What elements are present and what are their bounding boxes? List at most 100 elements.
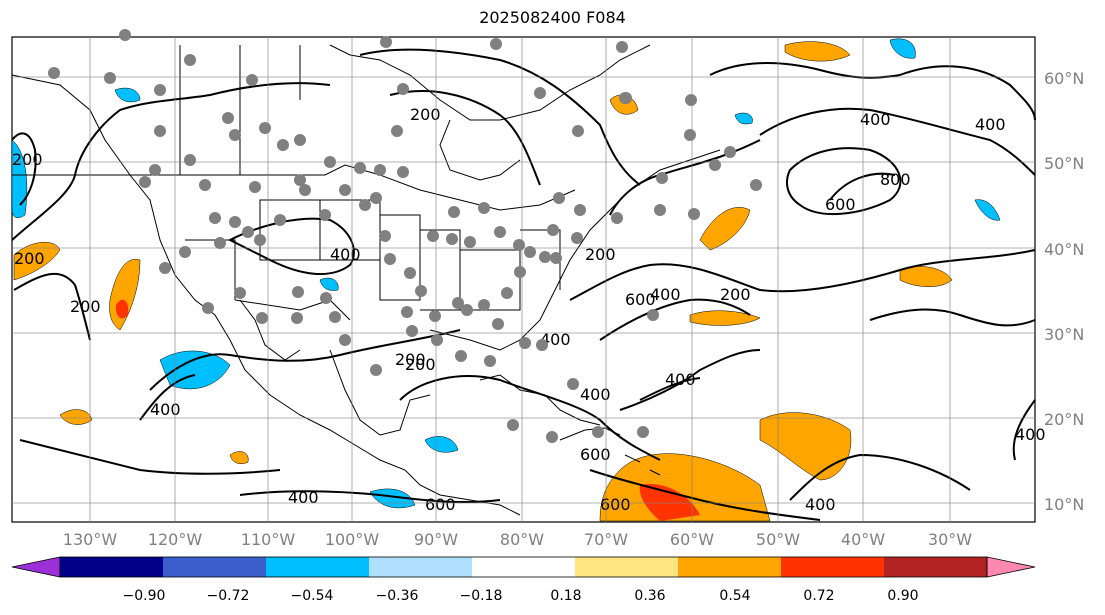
station-dot-icon <box>246 74 258 86</box>
lon-tick-label: 130°W <box>63 530 118 549</box>
station-dot-icon <box>750 179 762 191</box>
contour-label: 200 <box>395 350 426 369</box>
colorbar-tick-label: −0.18 <box>460 588 503 604</box>
colorbar-tick-label: 0.36 <box>634 588 665 604</box>
contour-label: 400 <box>580 385 611 404</box>
contour-labels: 200 200 200 200 200 200 200 400 400 400 … <box>12 105 1046 514</box>
station-dot-icon <box>478 202 490 214</box>
station-dot-icon <box>592 426 604 438</box>
station-dot-icon <box>159 262 171 274</box>
station-dot-icon <box>209 212 221 224</box>
station-dot-icon <box>684 129 696 141</box>
station-dot-icon <box>513 239 525 251</box>
colorbar-min-arrow <box>11 556 61 578</box>
station-dot-icon <box>452 297 464 309</box>
lat-tick-label: 40°N <box>1044 240 1084 259</box>
lon-tick-label: 110°W <box>241 530 296 549</box>
station-dot-icon <box>490 38 502 50</box>
contour-label: 600 <box>600 495 631 514</box>
station-dot-icon <box>184 54 196 66</box>
colorbar-border <box>59 556 988 578</box>
station-dot-icon <box>429 310 441 322</box>
station-dot-icon <box>553 192 565 204</box>
station-dot-icon <box>324 156 336 168</box>
station-dot-icon <box>654 204 666 216</box>
station-dot-icon <box>370 192 382 204</box>
colorbar-tick-label: 0.54 <box>719 588 750 604</box>
colorbar-tick-label: 0.18 <box>550 588 581 604</box>
contour-label: 400 <box>288 488 319 507</box>
station-dot-icon <box>370 364 382 376</box>
contour-label: 200 <box>585 245 616 264</box>
station-dot-icon <box>616 41 628 53</box>
station-dot-icon <box>724 146 736 158</box>
lon-tick-label: 120°W <box>148 530 203 549</box>
station-dot-icon <box>656 172 668 184</box>
station-dot-icon <box>536 339 548 351</box>
station-dot-icon <box>484 355 496 367</box>
station-dot-icon <box>534 87 546 99</box>
contour-label: 200 <box>14 249 45 268</box>
station-dot-icon <box>574 204 586 216</box>
colorbar-tick-label: 0.90 <box>887 588 918 604</box>
colorbar-segment <box>781 557 884 577</box>
station-dot-icon <box>391 125 403 137</box>
colorbar-segment <box>678 557 781 577</box>
station-dot-icon <box>427 230 439 242</box>
station-dot-icon <box>154 125 166 137</box>
station-dot-icon <box>249 181 261 193</box>
station-dot-icon <box>492 318 504 330</box>
colorbar-tick-label: 0.72 <box>803 588 834 604</box>
contour-label: 200 <box>12 150 43 169</box>
lon-tick-label: 40°W <box>841 530 885 549</box>
lat-tick-label: 30°N <box>1044 325 1084 344</box>
lon-tick-label: 30°W <box>928 530 972 549</box>
station-dot-icon <box>571 232 583 244</box>
station-dot-icon <box>294 134 306 146</box>
lat-tick-label: 10°N <box>1044 495 1084 514</box>
station-dot-icon <box>404 267 416 279</box>
station-dot-icon <box>539 251 551 263</box>
contour-label: 400 <box>975 115 1006 134</box>
station-dot-icon <box>104 72 116 84</box>
map-title: 2025082400 F084 <box>479 8 626 27</box>
latitude-labels: 60°N 50°N 40°N 30°N 20°N 10°N <box>1044 69 1084 514</box>
contour-label: 600 <box>580 445 611 464</box>
station-dot-icon <box>139 176 151 188</box>
contour-label: 400 <box>150 400 181 419</box>
station-dot-icon <box>397 166 409 178</box>
station-dot-icon <box>354 162 366 174</box>
station-dot-icon <box>415 285 427 297</box>
station-dot-icon <box>647 309 659 321</box>
station-dot-icon <box>294 174 306 186</box>
station-dot-icon <box>48 67 60 79</box>
station-dot-icon <box>519 337 531 349</box>
colorbar-segment <box>60 557 163 577</box>
lat-tick-label: 20°N <box>1044 410 1084 429</box>
station-dot-icon <box>546 431 558 443</box>
station-dot-icon <box>550 252 562 264</box>
contour-label: 400 <box>1015 425 1046 444</box>
station-dot-icon <box>319 209 331 221</box>
contour-label: 200 <box>720 285 751 304</box>
colorbar-labels: −0.90 −0.72 −0.54 −0.36 −0.18 0.18 0.36 … <box>123 588 919 604</box>
station-dot-icon <box>184 154 196 166</box>
contour-label: 600 <box>425 495 456 514</box>
station-dot-icon <box>154 84 166 96</box>
station-dot-icon <box>274 214 286 226</box>
lon-tick-label: 50°W <box>756 530 800 549</box>
station-dot-icon <box>455 350 467 362</box>
station-dot-icon <box>222 112 234 124</box>
station-dot-icon <box>567 378 579 390</box>
station-dot-icon <box>494 226 506 238</box>
contour-label: 600 <box>625 290 656 309</box>
station-dot-icon <box>229 216 241 228</box>
station-dot-icon <box>524 246 536 258</box>
colorbar <box>11 556 1036 578</box>
station-dot-icon <box>572 125 584 137</box>
contour-label: 200 <box>410 105 441 124</box>
station-dot-icon <box>461 304 473 316</box>
station-dot-icon <box>637 426 649 438</box>
colorbar-segment <box>369 557 472 577</box>
